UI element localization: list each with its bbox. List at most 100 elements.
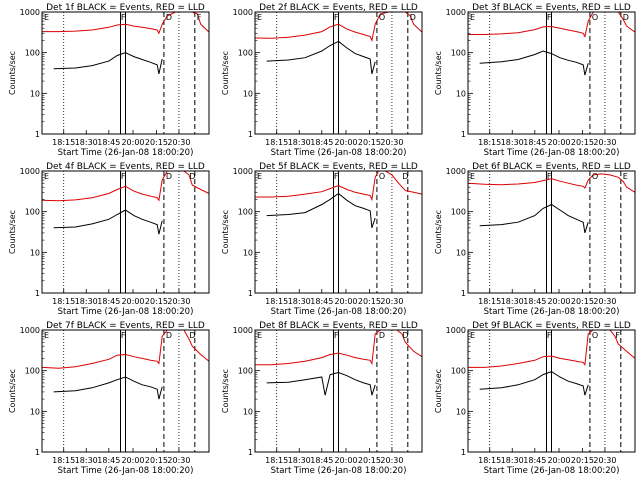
- y-tick-label: 1000: [233, 326, 253, 335]
- y-tick-label: 100: [25, 49, 40, 58]
- events-series-line: [479, 203, 589, 234]
- y-tick-label: 1: [35, 130, 40, 139]
- event-marker-label: O: [592, 13, 598, 22]
- x-tick-label: 18:30: [75, 456, 98, 465]
- y-tick-label: 10: [30, 248, 40, 257]
- panel-title: Det 9f BLACK = Events, RED = LLD: [472, 321, 631, 331]
- x-axis-label: Start Time (26-Jan-08 18:00:20): [484, 148, 620, 158]
- x-tick-label: 20:30: [593, 456, 616, 465]
- panel-title: Det 8f BLACK = Events, RED = LLD: [259, 321, 418, 331]
- event-marker-label: E: [44, 13, 49, 22]
- x-tick-label: 20:30: [380, 456, 403, 465]
- panel-title: Det 4f BLACK = Events, RED = LLD: [46, 162, 205, 172]
- x-tick-label: 20:15: [571, 456, 594, 465]
- x-tick-label: 20:00: [334, 138, 357, 147]
- plot-frame: [41, 170, 210, 294]
- event-marker-label: E: [623, 172, 628, 181]
- x-tick-label: 20:00: [334, 456, 357, 465]
- y-tick-label: 1000: [446, 167, 466, 176]
- event-marker-label: F: [334, 172, 339, 181]
- y-tick-label: 1: [461, 289, 466, 298]
- x-tick-label: 20:30: [380, 297, 403, 306]
- x-tick-label: 18:45: [523, 297, 546, 306]
- y-tick-label: 100: [238, 208, 253, 217]
- x-tick-label: 18:30: [501, 456, 524, 465]
- y-tick-label: 100: [25, 208, 40, 217]
- x-tick-label: 18:30: [288, 138, 311, 147]
- x-axis-label: Start Time (26-Jan-08 18:00:20): [271, 307, 407, 317]
- x-tick-label: 18:30: [75, 297, 98, 306]
- x-tick-label: 18:15: [265, 138, 288, 147]
- x-tick-label: 20:00: [121, 456, 144, 465]
- x-tick-label: 20:30: [380, 138, 403, 147]
- event-marker-label: O: [379, 172, 385, 181]
- y-tick-label: 10: [456, 248, 466, 257]
- y-tick-label: 1: [248, 448, 253, 457]
- events-series-line: [479, 50, 589, 76]
- event-marker-label: D: [410, 13, 416, 22]
- y-tick-label: 1: [35, 289, 40, 298]
- plot-frame: [467, 11, 636, 135]
- event-marker-label: D: [166, 331, 172, 340]
- event-marker-label: F: [547, 13, 552, 22]
- event-marker-label: O: [592, 331, 598, 340]
- x-tick-label: 20:15: [571, 297, 594, 306]
- panel-title: Det 2f BLACK = Events, RED = LLD: [259, 3, 418, 13]
- x-tick-label: 20:30: [167, 138, 190, 147]
- lld-series-line: [255, 170, 423, 202]
- y-tick-label: 100: [238, 367, 253, 376]
- y-tick-label: 1: [35, 448, 40, 457]
- event-marker-label: D: [402, 331, 408, 340]
- y-tick-label: 1: [461, 448, 466, 457]
- event-marker-label: D: [166, 13, 172, 22]
- event-marker-label: F: [121, 172, 126, 181]
- y-axis-label: Counts/sec: [8, 369, 17, 413]
- y-tick-label: 1: [248, 289, 253, 298]
- x-tick-label: 20:15: [358, 456, 381, 465]
- y-axis-label: Counts/sec: [434, 51, 443, 95]
- x-tick-label: 18:30: [501, 138, 524, 147]
- x-tick-label: 20:00: [547, 456, 570, 465]
- panel-title: Det 1f BLACK = Events, RED = LLD: [46, 3, 205, 13]
- event-marker-label: F: [121, 331, 126, 340]
- events-series-line: [53, 52, 163, 75]
- x-tick-label: 18:45: [523, 456, 546, 465]
- event-marker-label: D: [166, 172, 172, 181]
- x-tick-label: 18:15: [52, 297, 75, 306]
- event-marker-label: D: [402, 172, 408, 181]
- x-tick-label: 20:00: [121, 138, 144, 147]
- x-tick-label: 20:15: [145, 456, 168, 465]
- event-marker-label: F: [334, 331, 339, 340]
- y-tick-label: 1000: [233, 167, 253, 176]
- x-tick-label: 18:30: [288, 456, 311, 465]
- x-tick-label: 18:45: [310, 456, 333, 465]
- y-axis-label: Counts/sec: [8, 210, 17, 254]
- event-marker-label: E: [470, 331, 475, 340]
- x-tick-label: 20:30: [593, 138, 616, 147]
- x-axis-label: Start Time (26-Jan-08 18:00:20): [58, 148, 194, 158]
- y-tick-label: 100: [451, 208, 466, 217]
- x-tick-label: 18:45: [310, 138, 333, 147]
- event-marker-label: E: [257, 331, 262, 340]
- event-marker-label: D: [623, 13, 629, 22]
- y-tick-label: 10: [30, 89, 40, 98]
- x-axis-label: Start Time (26-Jan-08 18:00:20): [271, 466, 407, 476]
- plot-frame: [41, 11, 210, 135]
- x-tick-label: 18:45: [523, 138, 546, 147]
- x-tick-label: 20:30: [167, 456, 190, 465]
- y-tick-label: 10: [456, 89, 466, 98]
- events-series-line: [266, 371, 376, 396]
- x-tick-label: 20:30: [593, 297, 616, 306]
- event-marker-label: F: [197, 13, 202, 22]
- x-tick-label: 20:00: [547, 297, 570, 306]
- panel-title: Det 5f BLACK = Events, RED = LLD: [259, 162, 418, 172]
- lld-series-line: [467, 173, 636, 193]
- event-marker-label: D: [379, 331, 385, 340]
- event-marker-label: E: [257, 172, 262, 181]
- x-tick-label: 20:15: [358, 297, 381, 306]
